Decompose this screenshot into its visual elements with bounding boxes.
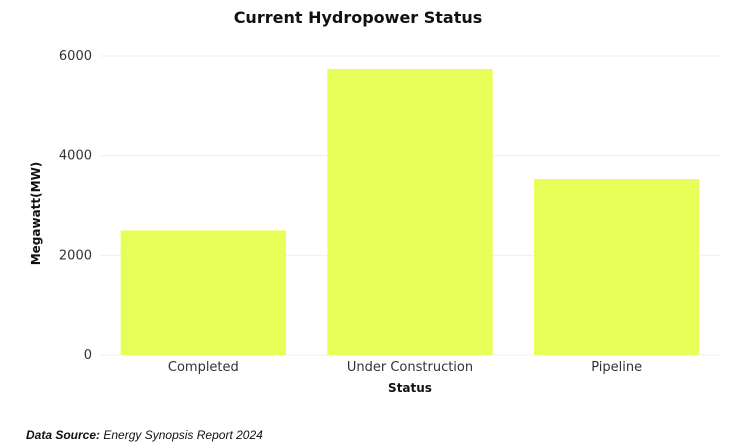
y-tick-label: 6000 (59, 49, 92, 64)
x-tick-label: Under Construction (347, 360, 473, 375)
y-tick-label: 2000 (59, 248, 92, 263)
y-axis-ticks: 0 2000 4000 6000 (59, 49, 92, 363)
bar-chart: 0 2000 4000 6000 Completed Under Constructio… (29, 49, 720, 395)
y-tick-label: 0 (84, 348, 92, 363)
chart-title: Current Hydropower Status (233, 8, 483, 27)
data-source-label: Data Source: (26, 428, 101, 442)
bar-pipeline (534, 179, 700, 355)
x-tick-label: Pipeline (591, 360, 642, 375)
y-axis-title: Megawatt(MW) (29, 162, 43, 266)
x-axis-title: Status (388, 381, 432, 395)
y-tick-label: 4000 (59, 149, 92, 164)
x-axis-ticks: Completed Under Construction Pipeline (168, 360, 642, 375)
bar-completed (120, 230, 287, 355)
data-source-text: Energy Synopsis Report 2024 (103, 428, 263, 442)
data-source-note: Data Source: Energy Synopsis Report 2024 (26, 428, 263, 442)
x-tick-label: Completed (168, 360, 239, 375)
bars (120, 68, 700, 355)
bar-under-construction (327, 68, 493, 355)
